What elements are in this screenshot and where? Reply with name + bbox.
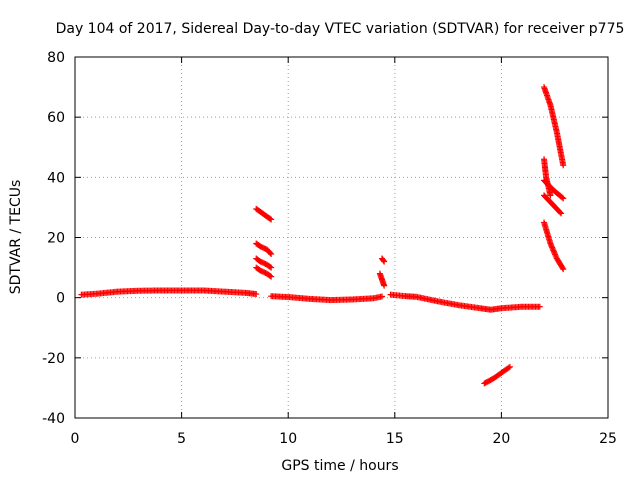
data-point (560, 266, 567, 273)
x-tick-label: 20 (492, 431, 510, 447)
axis-ticks (74, 56, 609, 419)
data-point (381, 282, 388, 289)
y-tick-label: 40 (47, 170, 65, 186)
x-axis-label: GPS time / hours (281, 458, 398, 474)
data-point (559, 264, 566, 271)
x-tick-labels: 0 5 10 15 20 25 (71, 431, 617, 447)
y-tick-label: 80 (47, 50, 65, 66)
data-point (267, 215, 274, 222)
data-point (505, 364, 512, 371)
data-point (267, 250, 274, 257)
y-axis-label: SDTVAR / TECUs (8, 180, 24, 295)
y-tick-label: 20 (47, 231, 65, 247)
data-point (506, 363, 513, 370)
data-point (267, 272, 274, 279)
data-points (78, 84, 567, 387)
data-point (268, 264, 275, 271)
data-point (560, 195, 567, 202)
chart-title: Day 104 of 2017, Sidereal Day-to-day VTE… (56, 21, 625, 37)
y-tick-labels: -40 -20 0 20 40 60 80 (42, 50, 65, 427)
data-point (268, 273, 275, 280)
data-point (379, 293, 386, 300)
data-point (268, 251, 275, 258)
data-point (380, 257, 387, 264)
x-tick-label: 5 (177, 431, 186, 447)
data-point (558, 210, 565, 217)
data-point (547, 192, 554, 199)
y-tick-label: 60 (47, 110, 65, 126)
y-tick-label: -40 (42, 411, 65, 427)
data-point (381, 258, 388, 265)
y-tick-label: 0 (56, 291, 65, 307)
data-point (267, 263, 274, 270)
data-point (268, 216, 275, 223)
data-point (560, 162, 567, 169)
plot-frame (74, 56, 609, 419)
data-point (557, 209, 564, 216)
data-point (536, 303, 543, 310)
grid-lines (75, 57, 608, 418)
data-point (559, 194, 566, 201)
x-tick-label: 0 (71, 431, 80, 447)
data-point (253, 291, 260, 298)
x-tick-label: 10 (279, 431, 297, 447)
x-tick-label: 25 (599, 431, 617, 447)
x-tick-label: 15 (386, 431, 404, 447)
y-tick-label: -20 (42, 351, 65, 367)
